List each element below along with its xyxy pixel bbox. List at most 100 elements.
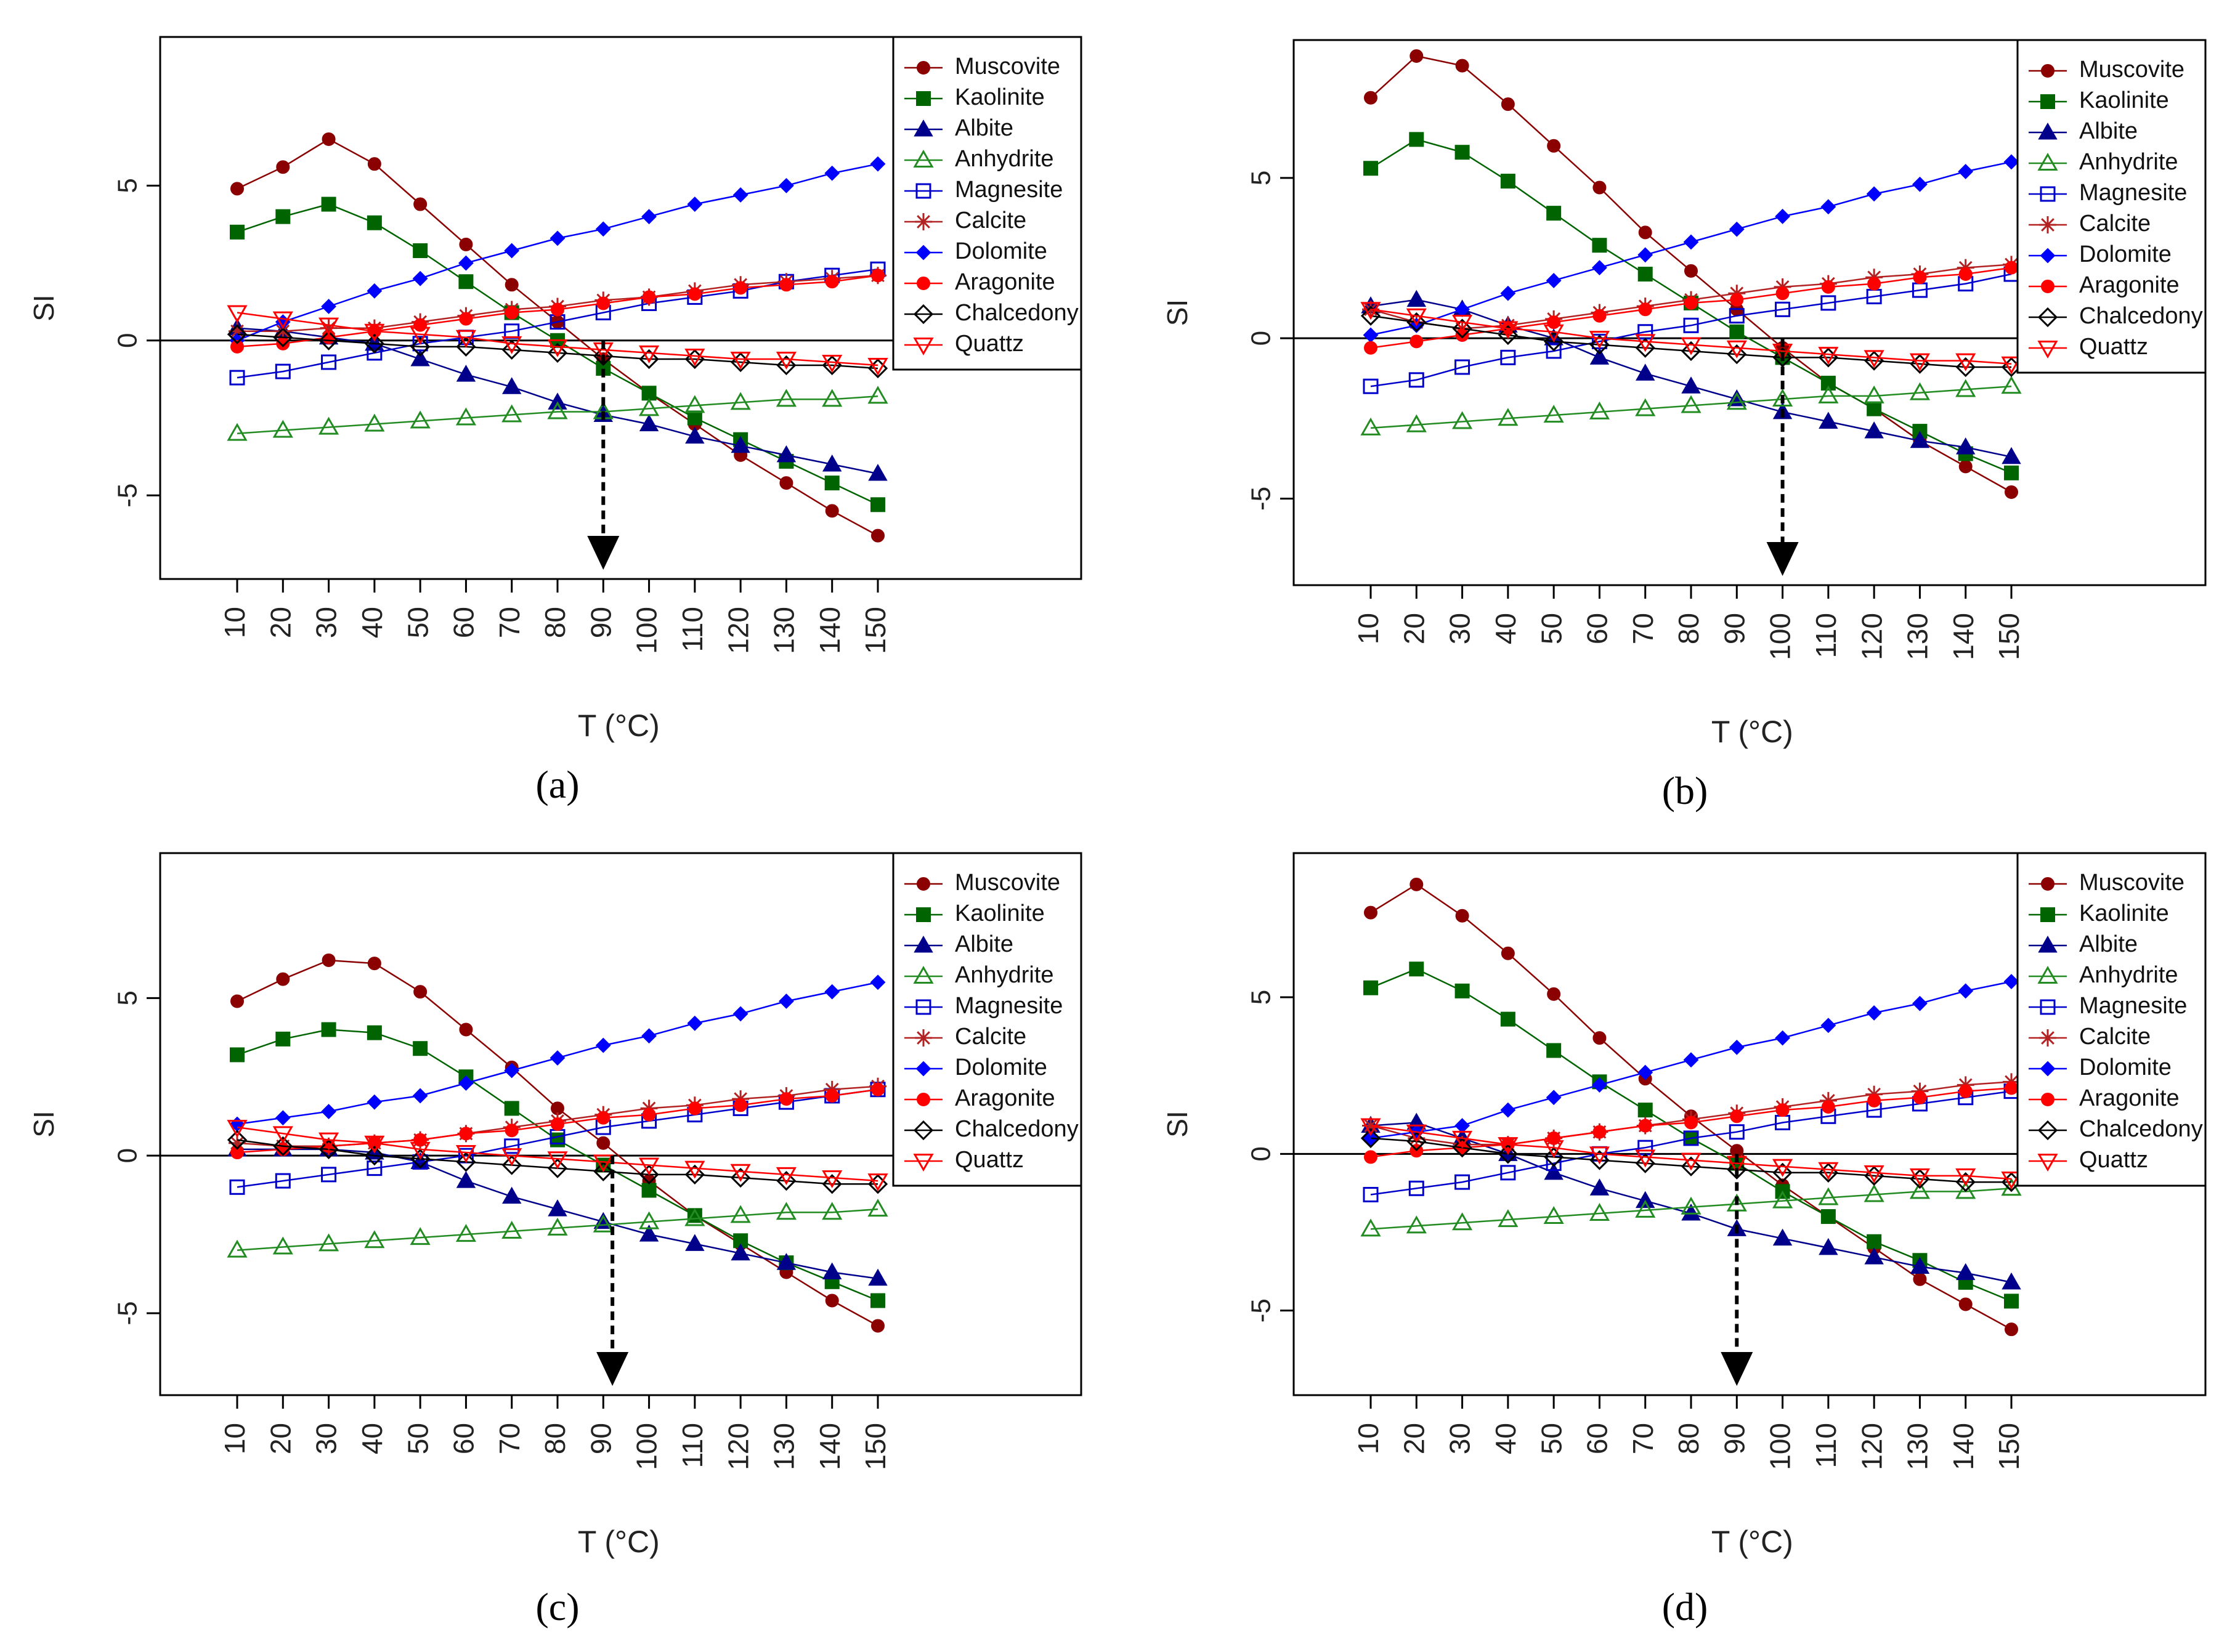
x-tick-label: 70	[1627, 613, 1659, 644]
point-quattz	[1909, 353, 1931, 371]
x-tick-label: 110	[1810, 613, 1842, 658]
point-kaolinite	[1592, 238, 1607, 253]
panel-caption-d: (d)	[1662, 1585, 1708, 1629]
legend-label: Aragonite	[2079, 272, 2180, 298]
point-aragonite	[1730, 1109, 1744, 1124]
x-tick-label: 110	[676, 607, 708, 652]
point-chalcedony	[501, 1155, 522, 1175]
point-albite	[1910, 1257, 1930, 1274]
x-tick-label: 10	[219, 1423, 251, 1454]
point-magnesite	[1775, 301, 1791, 317]
point-muscovite	[322, 132, 336, 146]
point-anhydrite	[730, 392, 751, 410]
point-quattz	[776, 1167, 797, 1185]
point-aragonite	[1775, 1103, 1790, 1117]
point-magnesite	[275, 1173, 291, 1189]
point-aragonite	[596, 1111, 610, 1125]
point-chalcedony	[318, 1139, 339, 1160]
legend-item-magnesite: Magnesite	[2029, 993, 2187, 1019]
point-anhydrite	[1451, 411, 1473, 429]
point-albite	[410, 349, 430, 366]
point-magnesite	[1408, 372, 1424, 388]
y-axis-label: SI	[28, 1111, 60, 1137]
point-chalcedony	[318, 330, 339, 350]
point-anhydrite	[501, 1220, 522, 1239]
point-kaolinite	[1820, 376, 1836, 391]
point-chalcedony	[1452, 318, 1472, 339]
x-tick-label: 60	[1581, 1423, 1613, 1454]
point-magnesite	[229, 1179, 245, 1195]
legend-marker-kaolinite	[916, 91, 931, 106]
point-muscovite	[825, 1294, 839, 1308]
legend-item-calcite: Calcite	[2029, 1024, 2151, 1050]
point-dolomite	[1729, 1039, 1745, 1055]
legend-item-albite: Albite	[904, 115, 1013, 141]
point-chalcedony	[410, 1149, 431, 1169]
legend-marker-anhydrite	[2037, 152, 2058, 171]
legend-label: Anhydrite	[2079, 149, 2178, 175]
point-muscovite	[825, 504, 839, 518]
point-muscovite	[1364, 905, 1377, 920]
point-kaolinite	[687, 410, 702, 426]
point-anhydrite	[1543, 1206, 1564, 1225]
point-aragonite	[642, 1107, 656, 1122]
x-tick-label: 10	[219, 607, 251, 638]
point-anhydrite	[593, 1214, 614, 1233]
x-tick-label: 50	[1535, 1423, 1567, 1454]
point-chalcedony	[1360, 1128, 1381, 1149]
legend-marker-quattz	[2037, 1154, 2058, 1172]
point-muscovite	[1364, 91, 1377, 105]
legend-item-magnesite: Magnesite	[2029, 180, 2187, 206]
point-quattz	[1360, 302, 1381, 320]
point-kaolinite	[367, 1025, 382, 1040]
legend-label: Quattz	[2079, 334, 2148, 360]
point-albite	[1772, 1228, 1793, 1246]
point-anhydrite	[1681, 1196, 1702, 1215]
point-anhydrite	[638, 1211, 660, 1229]
point-kaolinite	[1409, 962, 1424, 977]
y-tick-label: 0	[1246, 331, 1276, 346]
legend-item-chalcedony: Chalcedony	[904, 1116, 1079, 1142]
series-line-quattz	[1370, 1125, 2012, 1180]
point-dolomite	[550, 230, 566, 246]
point-muscovite	[367, 957, 381, 971]
point-kaolinite	[1867, 1234, 1882, 1249]
y-tick-label: -5	[1246, 487, 1276, 511]
legend-marker-magnesite	[915, 999, 931, 1015]
x-tick-label: 100	[1764, 613, 1796, 660]
marker-arrow-head	[587, 536, 620, 570]
point-aragonite	[1592, 1125, 1607, 1139]
series-line-anhydrite	[237, 395, 878, 434]
x-tick-label: 110	[1810, 1423, 1842, 1468]
point-anhydrite	[730, 1205, 751, 1223]
point-chalcedony	[639, 1164, 659, 1184]
x-tick-label: 90	[1718, 1423, 1750, 1454]
point-dolomite	[1500, 285, 1516, 301]
x-tick-label: 120	[1856, 1423, 1888, 1470]
legend-marker-dolomite	[915, 1061, 931, 1077]
x-tick-label: 130	[1902, 613, 1934, 660]
legend-marker-quattz	[2037, 341, 2058, 359]
point-aragonite	[1958, 267, 1973, 281]
point-quattz	[1406, 1124, 1427, 1143]
x-tick-label: 20	[1398, 1423, 1430, 1454]
point-albite	[1819, 1237, 1838, 1255]
legend: Muscovite Kaolinite Albite Anhydrite Magnesi…	[2016, 39, 2207, 374]
y-axis-label: SI	[28, 294, 60, 321]
point-aragonite	[825, 1088, 839, 1103]
point-kaolinite	[1820, 1209, 1836, 1225]
point-muscovite	[1958, 460, 1973, 474]
point-quattz	[730, 351, 751, 370]
point-quattz	[501, 336, 522, 354]
point-dolomite	[779, 177, 794, 193]
point-aragonite	[1913, 270, 1927, 285]
legend-marker-muscovite	[917, 877, 930, 891]
legend-marker-anhydrite	[913, 965, 934, 984]
point-kaolinite	[413, 1041, 428, 1056]
legend-label: Chalcedony	[955, 1116, 1079, 1142]
point-anhydrite	[272, 419, 293, 438]
point-dolomite	[412, 1088, 428, 1104]
point-kaolinite	[275, 209, 291, 224]
x-tick-label: 30	[1444, 1423, 1476, 1454]
